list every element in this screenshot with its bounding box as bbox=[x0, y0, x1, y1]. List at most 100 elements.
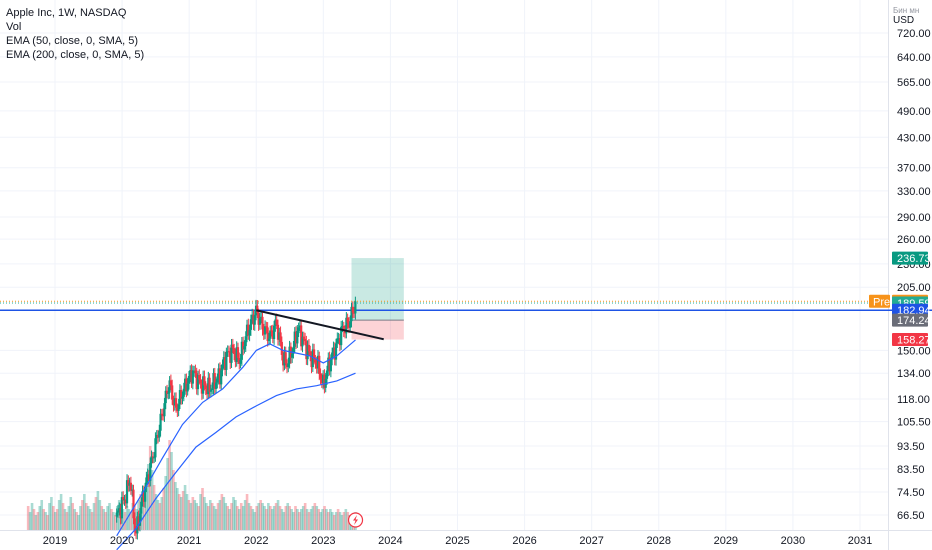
candle-body bbox=[134, 531, 138, 534]
volume-bar bbox=[84, 503, 88, 530]
candle-body bbox=[279, 332, 282, 342]
candle-body bbox=[352, 312, 356, 314]
price-axis[interactable]: 720.00 640.00 565.00 490.00 430.00 370.00 330.… bbox=[897, 28, 931, 522]
volume-indicator-label[interactable]: Vol bbox=[6, 21, 22, 33]
ema200-indicator-label[interactable]: EMA (200, close, 0, SMA, 5) bbox=[6, 49, 145, 61]
volume-bar bbox=[232, 497, 235, 530]
candle-body bbox=[146, 474, 149, 478]
volume-bar bbox=[106, 506, 109, 530]
volume-bar bbox=[154, 494, 158, 530]
candle-body bbox=[342, 325, 345, 331]
currency-unit-top: Бин мн bbox=[893, 6, 920, 15]
time-axis-tick-label: 2028 bbox=[647, 535, 671, 547]
volume-bar bbox=[282, 512, 286, 530]
volume-bar bbox=[59, 494, 63, 530]
volume-bar bbox=[172, 470, 175, 530]
volume-bar bbox=[83, 494, 86, 530]
candle-body bbox=[173, 398, 176, 406]
candle-body bbox=[213, 373, 216, 389]
volume-bar bbox=[303, 503, 307, 530]
candle-body bbox=[287, 363, 290, 368]
volume-bar bbox=[247, 503, 251, 530]
candle-body bbox=[211, 388, 214, 390]
price-axis-tick-label: 93.50 bbox=[897, 441, 925, 453]
volume-bar bbox=[269, 506, 272, 530]
price-axis-tick-label: 150.00 bbox=[897, 345, 931, 357]
horizontal-line[interactable] bbox=[0, 300, 932, 311]
candle-body bbox=[116, 510, 120, 513]
candle-body bbox=[129, 482, 133, 491]
candle-body bbox=[258, 318, 262, 325]
symbol-title[interactable]: Apple Inc, 1W, NASDAQ bbox=[6, 7, 127, 19]
volume-bar bbox=[36, 512, 40, 530]
candle-body bbox=[154, 438, 157, 458]
trendline[interactable] bbox=[256, 309, 384, 341]
volume-bar bbox=[298, 512, 301, 530]
candle-body bbox=[305, 341, 308, 360]
candle-body bbox=[244, 336, 247, 347]
volume-bar bbox=[193, 500, 197, 530]
volume-bar bbox=[319, 512, 322, 530]
candle-body bbox=[315, 362, 318, 369]
candle-body bbox=[222, 357, 225, 365]
volume-bar bbox=[44, 512, 47, 530]
ema50-indicator-label[interactable]: EMA (50, close, 0, SMA, 5) bbox=[6, 35, 139, 47]
flash-icon[interactable] bbox=[347, 512, 364, 528]
volume-bar bbox=[220, 494, 224, 530]
candle-body bbox=[276, 324, 280, 340]
price-axis-tick-label: 330.00 bbox=[897, 186, 931, 198]
currency-label[interactable]: Бин мн USD bbox=[893, 6, 919, 26]
volume-bar bbox=[342, 512, 346, 530]
volume-bar bbox=[77, 515, 80, 530]
volume-bar bbox=[212, 506, 216, 530]
candle-body bbox=[263, 326, 267, 335]
candle-body bbox=[265, 326, 268, 328]
candle-body bbox=[267, 338, 271, 341]
price-axis-tick-label: 205.00 bbox=[897, 282, 931, 294]
volume-bar bbox=[296, 509, 299, 530]
volume-bar bbox=[98, 500, 102, 530]
candle-body bbox=[227, 351, 231, 353]
candle-body bbox=[172, 399, 175, 406]
volume-bar bbox=[201, 488, 204, 530]
candle-body bbox=[164, 390, 167, 404]
volume-bar bbox=[75, 512, 78, 530]
candle-body bbox=[205, 388, 209, 395]
candle-body bbox=[191, 370, 194, 384]
candle-body bbox=[220, 370, 223, 385]
candle-body bbox=[123, 499, 126, 501]
long-position-box[interactable] bbox=[351, 258, 404, 340]
candle-body bbox=[300, 325, 303, 347]
price-tag-prefix: Pre bbox=[873, 296, 890, 308]
candle-body bbox=[328, 357, 331, 372]
candle-body bbox=[223, 357, 227, 370]
candle-body bbox=[183, 378, 187, 389]
volume-bar bbox=[108, 503, 111, 530]
volume-bar bbox=[28, 512, 32, 530]
volume-bar bbox=[69, 497, 73, 530]
time-axis[interactable]: 2019 2020 2021 2022 2023 2024 2025 2026 2027 2028… bbox=[43, 535, 872, 547]
volume-bar bbox=[162, 488, 166, 530]
volume-bar bbox=[234, 500, 237, 530]
price-tag-box bbox=[892, 303, 928, 317]
volume-bar bbox=[255, 506, 259, 530]
volume-bar bbox=[228, 509, 231, 530]
price-tag: 158.27 bbox=[892, 333, 931, 347]
volume-bar bbox=[241, 506, 245, 530]
volume-bar bbox=[259, 500, 262, 530]
candle-body bbox=[150, 456, 153, 464]
volume-bar bbox=[141, 497, 144, 530]
candle-body bbox=[190, 370, 193, 384]
volume-bar bbox=[205, 503, 208, 530]
volume-bar bbox=[73, 509, 76, 530]
volume-bar bbox=[181, 491, 185, 530]
candle-body bbox=[325, 370, 329, 379]
candle-body bbox=[165, 390, 169, 394]
volume-bar bbox=[334, 512, 338, 530]
candle-body bbox=[347, 322, 351, 328]
candle-body bbox=[294, 331, 298, 344]
volume-bar bbox=[208, 500, 212, 530]
volume-bar bbox=[270, 509, 274, 530]
